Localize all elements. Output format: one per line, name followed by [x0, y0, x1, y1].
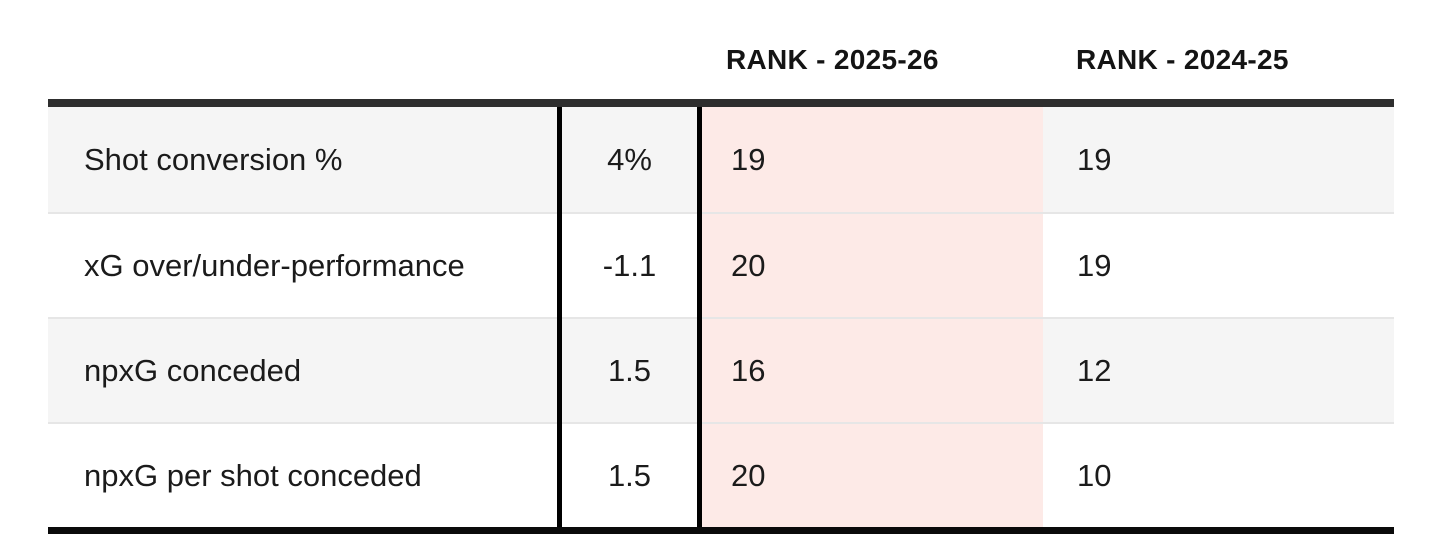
metric-value: 1.5: [557, 424, 702, 527]
metric-label: npxG conceded: [48, 319, 557, 422]
column-divider-line: [557, 107, 562, 527]
column-header-rank-2025-26: RANK - 2025-26: [726, 44, 939, 75]
table-row: xG over/under-performance -1.1 20 19: [48, 212, 1394, 317]
rank-2024-25-cell: 12: [1043, 319, 1394, 422]
rank-2024-25-cell: 10: [1043, 424, 1394, 527]
metric-label: npxG per shot conceded: [48, 424, 557, 527]
rank-2024-25-cell: 19: [1043, 107, 1394, 212]
metric-value: -1.1: [557, 214, 702, 317]
rank-2025-26-cell: 20: [702, 424, 1043, 527]
stats-table: Shot conversion % 4% 19 19 xG over/under…: [48, 99, 1394, 534]
column-divider-line: [697, 107, 702, 527]
table-row: npxG conceded 1.5 16 12: [48, 317, 1394, 422]
rank-2025-26-cell: 20: [702, 214, 1043, 317]
metric-label: Shot conversion %: [48, 107, 557, 212]
table-top-border: [48, 99, 1394, 107]
rank-2025-26-cell: 16: [702, 319, 1043, 422]
table-row: Shot conversion % 4% 19 19: [48, 107, 1394, 212]
table-body: Shot conversion % 4% 19 19 xG over/under…: [48, 107, 1394, 527]
rank-2024-25-cell: 19: [1043, 214, 1394, 317]
column-header-rank-2024-25: RANK - 2024-25: [1076, 44, 1289, 75]
rank-2025-26-cell: 19: [702, 107, 1043, 212]
metric-value: 4%: [557, 107, 702, 212]
metric-value: 1.5: [557, 319, 702, 422]
metric-label: xG over/under-performance: [48, 214, 557, 317]
table-row: npxG per shot conceded 1.5 20 10: [48, 422, 1394, 527]
table-bottom-border: [48, 527, 1394, 534]
